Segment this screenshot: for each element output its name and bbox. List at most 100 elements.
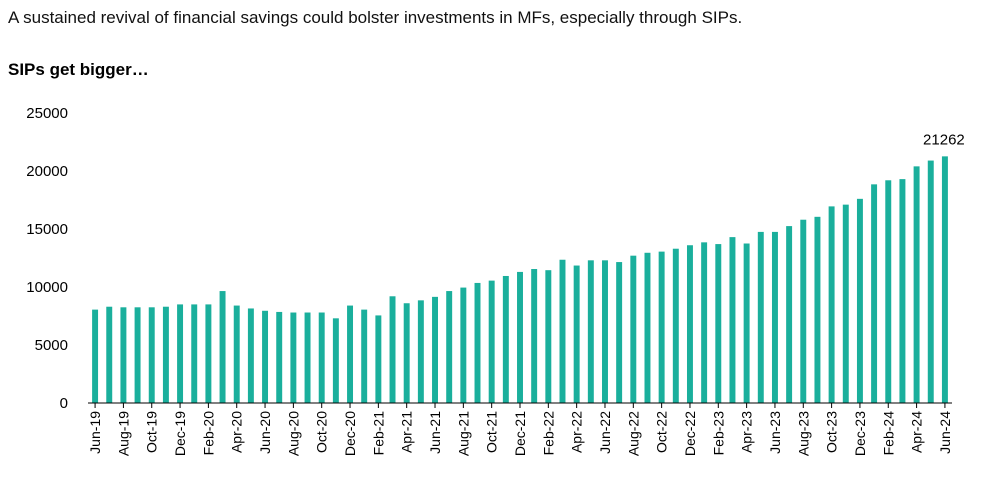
bar-sep-21 [474, 282, 481, 403]
bar-apr-22 [573, 265, 580, 403]
x-tick-label: Feb-20 [200, 411, 216, 456]
x-tick-label: Oct-19 [144, 411, 160, 453]
bar-oct-23 [828, 206, 835, 403]
bar-dec-20 [347, 305, 354, 403]
bar-jan-24 [871, 184, 878, 403]
bar-aug-19 [120, 307, 127, 403]
bar-jul-21 [446, 291, 453, 403]
bar-dec-22 [686, 245, 693, 403]
bar-aug-22 [630, 255, 637, 403]
x-tick-label: Aug-19 [115, 411, 131, 456]
x-tick-label: Dec-19 [172, 411, 188, 456]
bars [92, 156, 948, 403]
bar-nov-20 [332, 318, 339, 403]
bar-aug-23 [800, 219, 807, 403]
x-tick-label: Oct-21 [484, 411, 500, 453]
chart-subtitle: A sustained revival of financial savings… [8, 8, 743, 27]
bar-jul-23 [786, 226, 793, 403]
bar-jun-19 [92, 309, 99, 403]
bar-jun-21 [432, 296, 438, 403]
x-tick-label: Aug-21 [455, 411, 471, 456]
bar-mar-20 [219, 291, 226, 403]
x-axis: Jun-19 Aug-19 Oct-19 Dec-19 Feb-20 Apr-20 Jun-… [87, 402, 953, 456]
x-tick-label: Jun-22 [597, 411, 613, 454]
x-tick-label: Jun-23 [767, 411, 783, 454]
bar-jun-20 [262, 310, 269, 403]
bar-oct-22 [658, 251, 665, 403]
bar-nov-22 [672, 248, 679, 403]
bar-feb-21 [375, 315, 382, 403]
y-tick-label: 0 [60, 395, 68, 412]
x-tick-label: Feb-21 [370, 411, 386, 456]
bar-nov-19 [162, 306, 169, 403]
x-tick-label: Apr-23 [739, 411, 755, 453]
x-tick-label: Aug-22 [625, 411, 641, 456]
x-tick-label: Jun-24 [937, 411, 953, 454]
bar-dec-19 [177, 304, 184, 403]
data-label: 21262 [923, 131, 965, 148]
x-tick-label: Dec-20 [342, 411, 358, 456]
y-tick-label: 10000 [26, 279, 68, 296]
bar-apr-21 [403, 303, 410, 403]
bar-may-23 [757, 231, 764, 403]
x-tick-label: Dec-22 [682, 411, 698, 456]
x-tick-label: Oct-20 [314, 411, 330, 453]
bar-dec-21 [517, 271, 523, 403]
bar-jan-23 [701, 242, 708, 403]
bar-oct-21 [488, 280, 495, 403]
x-tick-label: Aug-20 [285, 411, 301, 456]
bar-jul-22 [616, 262, 623, 403]
x-tick-label: Jun-21 [427, 411, 443, 454]
bar-apr-20 [233, 305, 240, 403]
bar-oct-19 [148, 307, 155, 403]
bar-jul-19 [106, 306, 113, 403]
bar-jan-20 [191, 304, 198, 403]
bar-feb-22 [545, 270, 552, 403]
y-tick-label: 20000 [26, 163, 68, 180]
bar-apr-24 [913, 166, 920, 403]
x-tick-label: Apr-21 [399, 411, 415, 453]
bar-mar-23 [729, 237, 736, 403]
y-tick-label: 15000 [26, 221, 68, 238]
bar-jun-22 [602, 260, 608, 403]
bar-may-20 [247, 308, 254, 403]
bar-feb-24 [885, 180, 892, 403]
bar-may-22 [587, 260, 594, 403]
bar-nov-23 [842, 204, 849, 403]
x-tick-label: Apr-24 [909, 411, 925, 453]
y-tick-label: 5000 [35, 337, 68, 354]
x-tick-label: Apr-22 [569, 411, 585, 453]
bar-sep-22 [644, 252, 651, 403]
bar-mar-24 [899, 179, 906, 403]
bar-nov-21 [502, 275, 509, 403]
x-tick-label: Aug-23 [795, 411, 811, 456]
x-tick-label: Oct-23 [824, 411, 840, 453]
bar-may-24 [927, 160, 934, 403]
bar-feb-23 [715, 244, 722, 403]
data-labels: 21262 [923, 131, 965, 148]
x-tick-label: Jun-20 [257, 411, 273, 454]
bar-aug-21 [460, 287, 467, 403]
y-axis: 0 5000 10000 15000 20000 25000 [26, 105, 68, 412]
bar-mar-21 [389, 296, 396, 403]
x-tick-label: Feb-24 [880, 411, 896, 456]
bar-oct-20 [318, 312, 325, 403]
bar-dec-23 [856, 198, 863, 403]
x-tick-label: Dec-21 [512, 411, 528, 456]
bar-jul-20 [276, 311, 283, 403]
x-tick-label: Oct-22 [654, 411, 670, 453]
bar-jun-23 [771, 231, 778, 403]
bar-aug-20 [290, 312, 297, 403]
bar-sep-20 [304, 312, 311, 403]
bar-feb-20 [205, 304, 212, 403]
bar-jan-22 [531, 269, 538, 403]
y-tick-label: 25000 [26, 105, 68, 122]
x-tick-label: Jun-19 [87, 411, 103, 454]
bar-sep-19 [134, 307, 141, 403]
bar-apr-23 [743, 243, 750, 403]
bar-may-21 [417, 300, 424, 403]
bar-jan-21 [361, 309, 368, 403]
x-tick-label: Feb-22 [540, 411, 556, 456]
x-tick-label: Apr-20 [229, 411, 245, 453]
